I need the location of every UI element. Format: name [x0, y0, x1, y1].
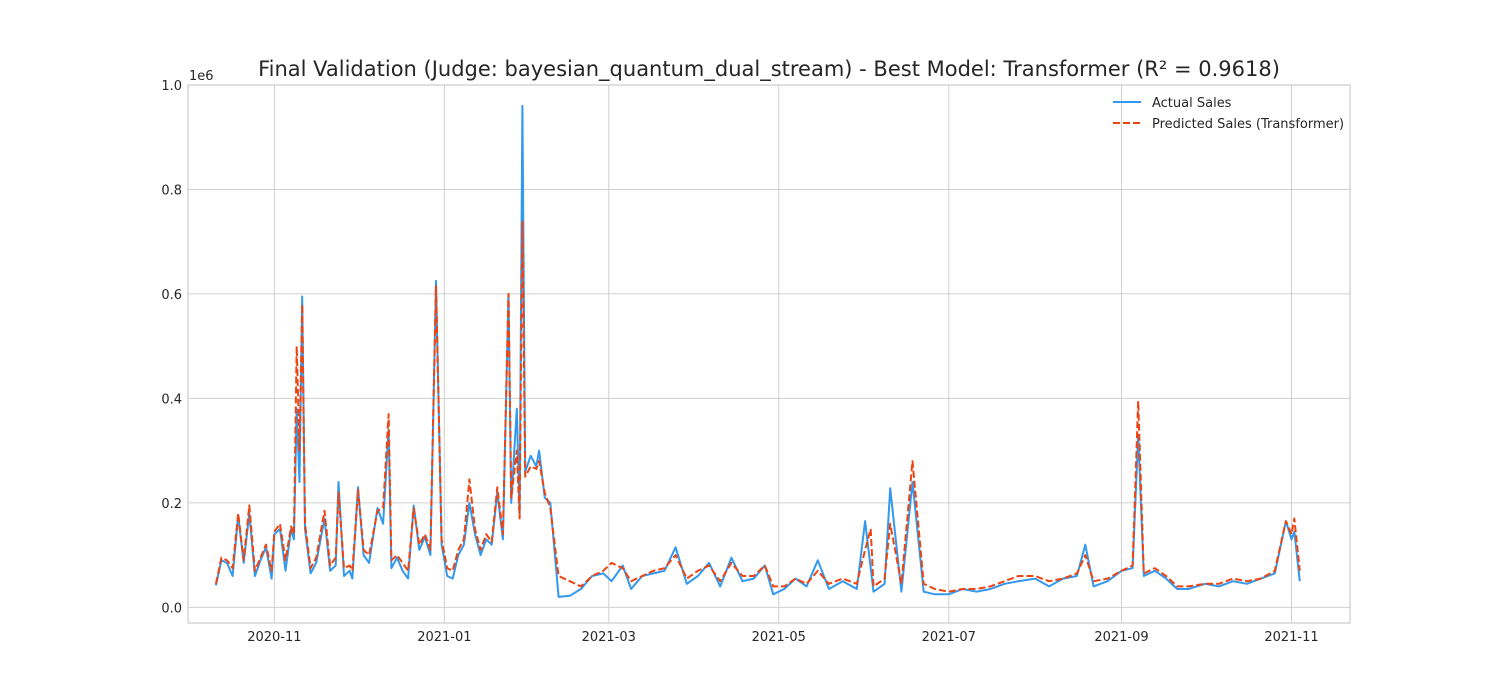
x-tick-label: 2021-07	[922, 630, 976, 645]
x-axis-ticks: 2020-11 2021-01 2021-03 2021-05 2021-07 2021-…	[247, 630, 1318, 645]
x-tick-label: 2021-09	[1094, 630, 1148, 645]
x-tick-label: 2021-05	[752, 630, 806, 645]
series-lines	[214, 104, 1301, 598]
series-line-predicted-sales	[214, 219, 1301, 593]
legend: Actual Sales Predicted Sales (Transforme…	[1113, 96, 1344, 132]
y-tick-label: 1.0	[161, 79, 182, 94]
y-axis-ticks: 0.0 0.2 0.4 0.6 0.8 1.0	[161, 79, 182, 616]
chart-title: Final Validation (Judge: bayesian_quantu…	[258, 57, 1280, 82]
y-tick-label: 0.2	[161, 497, 182, 512]
y-tick-label: 0.0	[161, 601, 182, 616]
y-tick-label: 0.8	[161, 183, 182, 198]
plot-frame	[187, 84, 1351, 624]
y-tick-label: 0.6	[161, 288, 182, 303]
x-tick-label: 2021-01	[417, 630, 471, 645]
y-tick-label: 0.4	[161, 392, 182, 407]
legend-label-predicted: Predicted Sales (Transformer)	[1152, 117, 1344, 132]
x-tick-label: 2020-11	[247, 630, 301, 645]
legend-label-actual: Actual Sales	[1152, 96, 1232, 111]
x-tick-label: 2021-11	[1264, 630, 1318, 645]
y-scale-label: 1e6	[189, 69, 214, 84]
x-tick-label: 2021-03	[582, 630, 636, 645]
